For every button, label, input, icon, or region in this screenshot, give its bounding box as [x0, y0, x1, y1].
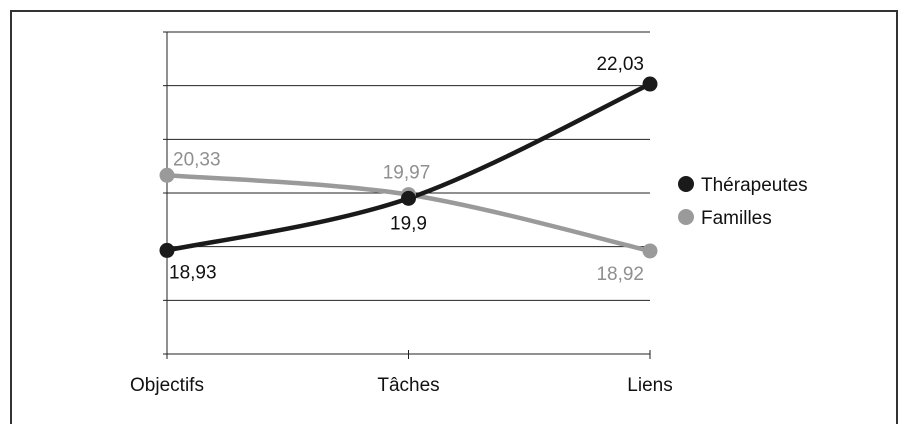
data-label: 18,93	[169, 262, 217, 283]
data-point	[401, 190, 416, 206]
data-point	[159, 167, 175, 183]
data-point	[642, 76, 658, 92]
x-tick-label: Objectifs	[130, 375, 204, 396]
legend-label: Familles	[701, 208, 772, 229]
legend: Thérapeutes Familles	[678, 175, 808, 229]
x-tick-label: Liens	[627, 375, 672, 396]
data-label: 22,03	[596, 54, 644, 75]
data-point	[159, 242, 175, 258]
legend-marker	[678, 176, 694, 192]
data-label: 19,97	[383, 163, 431, 184]
data-label: 20,33	[173, 149, 221, 170]
legend-label: Thérapeutes	[701, 175, 808, 196]
x-axis-tick-labels: Objectifs Tâches Liens	[130, 375, 673, 396]
data-labels: 18,93 19,9 22,03 20,33 19,97 18,92	[169, 54, 644, 285]
x-tick-label: Tâches	[377, 375, 439, 396]
chart-frame	[10, 10, 898, 424]
data-label: 19,9	[390, 213, 427, 234]
data-points	[159, 76, 658, 259]
axes	[163, 31, 651, 359]
gridlines	[167, 31, 650, 301]
legend-marker	[678, 209, 694, 225]
data-point	[642, 243, 658, 259]
data-label: 18,92	[596, 264, 644, 285]
